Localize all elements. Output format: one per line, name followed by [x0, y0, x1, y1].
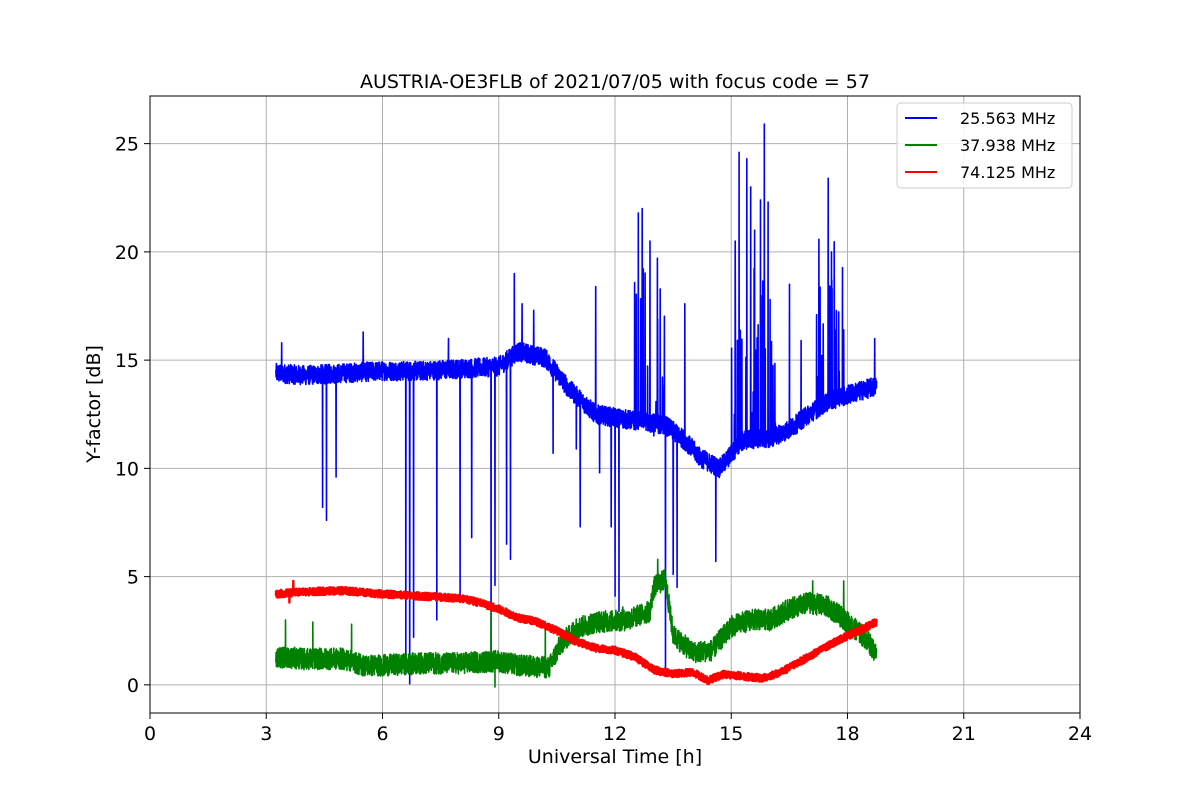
series-line-74125 [274, 579, 878, 686]
chart-title: AUSTRIA-OE3FLB of 2021/07/05 with focus … [360, 71, 870, 93]
legend-entry-37938: 37.938 MHz [960, 136, 1055, 155]
plot-lines [274, 123, 878, 688]
y-tick-label: 15 [115, 350, 139, 372]
series-line-37938 [275, 558, 878, 688]
x-tick-label: 12 [603, 723, 627, 745]
y-axis-label: Y-factor [dB] [83, 345, 105, 464]
x-tick-label: 24 [1068, 723, 1092, 745]
x-tick-label: 9 [493, 723, 505, 745]
axis-ticks: 0 3 6 9 12 15 18 21 24 0 5 10 15 20 25 [115, 134, 1092, 745]
legend-box [896, 102, 1073, 189]
y-tick-label: 25 [115, 134, 139, 156]
x-tick-label: 3 [260, 723, 272, 745]
x-tick-label: 0 [144, 723, 156, 745]
y-tick-label: 5 [127, 567, 139, 589]
legend: 25.563 MHz 37.938 MHz 74.125 MHz [896, 102, 1073, 189]
series-line-25563 [275, 123, 878, 685]
x-tick-label: 18 [835, 723, 859, 745]
x-axis-label: Universal Time [h] [528, 746, 702, 768]
y-tick-label: 20 [115, 242, 139, 264]
y-tick-label: 10 [115, 458, 139, 480]
x-tick-label: 21 [952, 723, 976, 745]
legend-entry-74125: 74.125 MHz [960, 163, 1055, 182]
x-tick-label: 15 [719, 723, 743, 745]
y-tick-label: 0 [127, 675, 139, 697]
legend-entry-25563: 25.563 MHz [960, 109, 1055, 128]
x-tick-label: 6 [376, 723, 388, 745]
